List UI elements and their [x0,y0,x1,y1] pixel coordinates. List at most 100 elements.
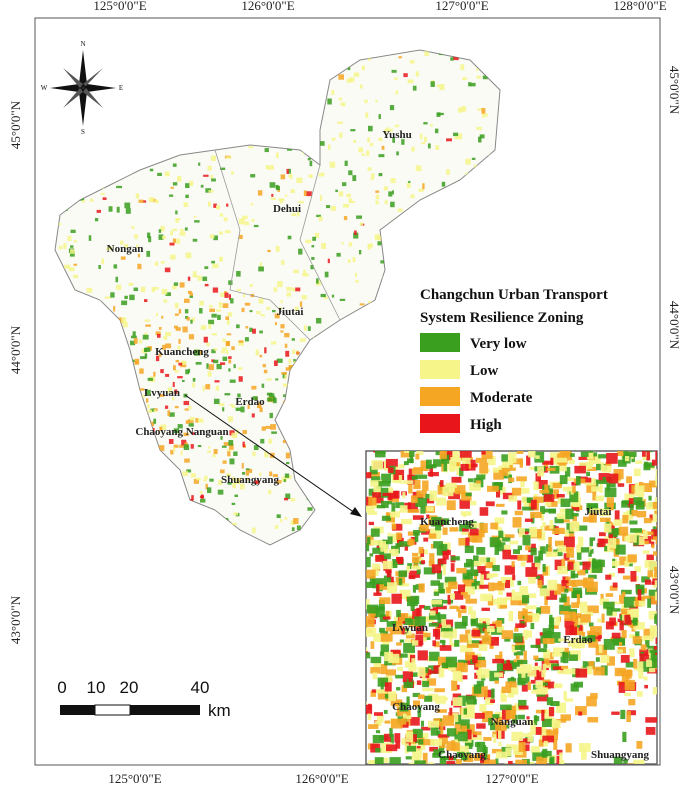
raster-cell [192,275,199,278]
raster-cell [503,663,513,671]
raster-cell [158,353,162,357]
raster-cell [623,759,628,764]
raster-cell [256,402,262,409]
raster-cell [422,480,429,491]
raster-cell [194,215,197,219]
raster-cell [197,418,204,423]
raster-cell [461,755,468,761]
raster-cell [221,445,227,448]
raster-cell [631,485,635,493]
raster-cell [542,663,547,673]
raster-cell [450,57,454,61]
raster-cell [603,523,612,533]
raster-cell [530,724,536,735]
raster-cell [528,573,536,584]
raster-cell [63,243,67,249]
raster-cell [387,691,397,702]
raster-cell [451,680,458,691]
raster-cell [380,633,393,642]
lat-label: 43°0'0"N [8,595,23,644]
raster-cell [384,720,391,724]
raster-cell [408,468,413,479]
raster-cell [406,709,411,716]
raster-cell [540,510,544,521]
raster-cell [228,294,232,300]
raster-cell [623,596,636,608]
raster-cell [646,502,656,510]
inset-label: Lvyuan [392,622,428,634]
raster-cell [286,168,290,174]
raster-cell [282,383,289,387]
raster-cell [556,702,567,713]
raster-cell [575,668,588,678]
raster-cell [522,506,534,511]
raster-cell [160,424,167,431]
raster-cell [534,669,545,681]
raster-cell [539,526,544,532]
raster-cell [305,239,312,244]
raster-cell [656,526,657,532]
raster-cell [191,317,195,322]
raster-cell [453,132,459,137]
raster-cell [358,147,364,153]
raster-cell [429,608,436,613]
raster-cell [499,604,508,609]
raster-cell [597,635,602,639]
raster-cell [442,641,446,648]
raster-cell [187,419,194,424]
raster-cell [366,521,367,528]
raster-cell [414,760,426,764]
raster-cell [622,591,626,597]
raster-cell [637,691,643,697]
raster-cell [86,287,93,293]
raster-cell [427,767,435,775]
raster-cell [67,235,72,242]
raster-cell [341,242,344,245]
raster-cell [285,452,290,459]
raster-cell [624,614,632,625]
raster-cell [222,303,229,308]
raster-cell [611,711,620,715]
raster-cell [564,611,576,621]
raster-cell [446,761,456,764]
raster-cell [446,741,456,751]
raster-cell [613,756,623,764]
raster-cell [284,517,288,520]
raster-cell [285,493,291,500]
raster-cell [554,583,562,595]
raster-cell [404,544,408,551]
raster-cell [273,360,278,367]
raster-cell [529,526,537,538]
raster-cell [269,182,276,188]
raster-cell [645,727,656,735]
raster-cell [391,593,402,604]
raster-cell [398,56,402,59]
raster-cell [572,613,582,623]
raster-cell [361,153,365,156]
raster-cell [438,735,448,744]
raster-cell [252,451,256,457]
raster-cell [554,489,559,499]
raster-cell [210,174,214,179]
raster-cell [553,666,562,670]
raster-cell [269,471,273,477]
raster-cell [414,532,419,543]
raster-cell [566,547,575,558]
raster-cell [252,527,256,534]
raster-cell [120,240,124,245]
raster-cell [567,561,574,570]
raster-cell [403,619,414,626]
raster-cell [378,173,383,177]
raster-cell [270,197,277,200]
raster-cell [204,475,208,480]
raster-cell [396,653,408,658]
raster-cell [424,667,429,673]
raster-cell [406,596,418,607]
raster-cell [188,423,194,427]
raster-cell [589,508,602,513]
raster-cell [539,605,551,614]
raster-cell [403,461,409,466]
raster-cell [529,466,536,470]
raster-cell [207,487,212,494]
raster-cell [124,202,131,209]
